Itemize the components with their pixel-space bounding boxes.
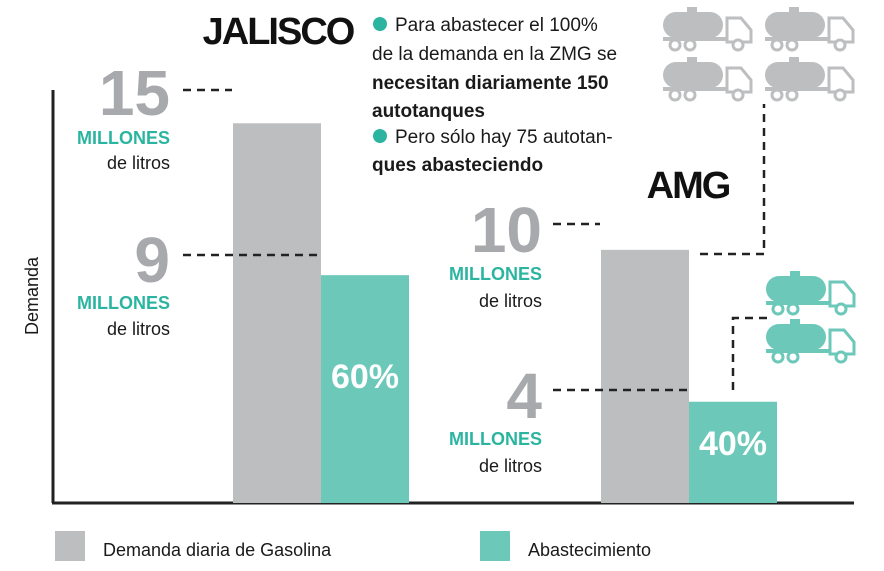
value-number: 15 bbox=[99, 57, 170, 129]
value-label-jalisco-demand: 15 MILLONES de litros bbox=[77, 57, 170, 173]
legend-label-supply: Abastecimiento bbox=[528, 540, 651, 560]
value-number: 10 bbox=[471, 194, 542, 266]
value-unit-line2: de litros bbox=[479, 456, 542, 476]
value-label-amg-supply: 4 MILLONES de litros bbox=[449, 360, 542, 476]
note-1-line-2: de la demanda en la ZMG se bbox=[372, 44, 617, 65]
tanker-truck-icon bbox=[765, 7, 855, 52]
value-unit-line2: de litros bbox=[107, 319, 170, 339]
group-title-amg: AMG bbox=[647, 165, 730, 207]
tanker-truck-icon bbox=[766, 271, 856, 316]
note-1: Para abastecer el 100% de la demanda en … bbox=[372, 15, 617, 122]
bar-jalisco-supply bbox=[321, 275, 409, 503]
value-unit-line1: MILLONES bbox=[77, 293, 170, 313]
bullet-icon bbox=[373, 17, 387, 31]
tanker-truck-icon bbox=[663, 57, 753, 102]
value-unit-line2: de litros bbox=[107, 153, 170, 173]
legend-swatch-demand bbox=[55, 531, 85, 561]
value-unit-line2: de litros bbox=[479, 291, 542, 311]
note-2: Pero sólo hay 75 autotan- ques abastecie… bbox=[372, 127, 613, 176]
note-2-line-1: Pero sólo hay 75 autotan- bbox=[395, 127, 613, 148]
percent-label-amg: 40% bbox=[699, 425, 767, 463]
note-1-line-1: Para abastecer el 100% bbox=[395, 15, 598, 36]
legend-label-demand: Demanda diaria de Gasolina bbox=[103, 540, 332, 560]
y-axis-label: Demanda bbox=[22, 256, 42, 335]
note-2-line-2: ques abasteciendo bbox=[372, 155, 543, 176]
group-title-jalisco: JALISCO bbox=[203, 11, 354, 53]
note-1-line-4: autotanques bbox=[372, 101, 485, 122]
bar-amg-demand bbox=[601, 249, 689, 503]
legend: Demanda diaria de Gasolina Abastecimient… bbox=[55, 531, 651, 561]
connector-demand-to-trucks bbox=[700, 104, 766, 256]
bars-layer: 60% 40% bbox=[233, 123, 777, 504]
bullet-icon bbox=[373, 129, 387, 143]
percent-label-jalisco: 60% bbox=[331, 358, 399, 396]
tanker-truck-icon bbox=[663, 7, 753, 52]
value-unit-line1: MILLONES bbox=[449, 264, 542, 284]
bar-amg-supply bbox=[689, 401, 777, 503]
tanker-truck-icon bbox=[766, 319, 856, 364]
note-1-line-3: necesitan diariamente 150 bbox=[372, 73, 609, 94]
value-number: 4 bbox=[506, 360, 542, 432]
trucks-layer bbox=[663, 7, 856, 364]
value-label-jalisco-supply: 9 MILLONES de litros bbox=[77, 224, 170, 339]
value-unit-line1: MILLONES bbox=[77, 128, 170, 148]
value-label-amg-demand: 10 MILLONES de litros bbox=[449, 194, 542, 311]
bar-jalisco-demand bbox=[233, 123, 321, 504]
connector-supply-to-trucks bbox=[731, 316, 768, 390]
tanker-truck-icon bbox=[765, 57, 855, 102]
value-number: 9 bbox=[134, 224, 170, 296]
value-unit-line1: MILLONES bbox=[449, 429, 542, 449]
legend-swatch-supply bbox=[480, 531, 510, 561]
